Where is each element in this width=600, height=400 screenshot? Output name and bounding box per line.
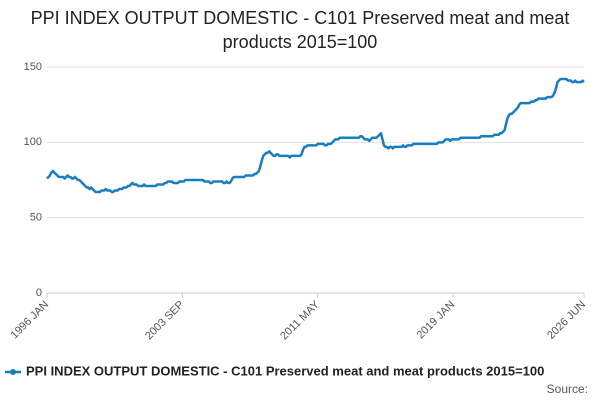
x-tick-label: 1996 JAN: [9, 299, 52, 342]
chart-title: PPI INDEX OUTPUT DOMESTIC - C101 Preserv…: [30, 8, 570, 52]
x-tick-label: 2026 JUN: [545, 299, 588, 342]
legend-marker: [10, 369, 16, 375]
legend-label: PPI INDEX OUTPUT DOMESTIC - C101 Preserv…: [26, 363, 544, 378]
y-tick-label: 50: [30, 212, 42, 224]
y-tick-label: 0: [36, 287, 42, 299]
y-tick-label: 150: [24, 61, 42, 73]
source-label: Source:: [547, 382, 588, 396]
data-line: [46, 77, 585, 194]
x-tick-label: 2003 SEP: [143, 299, 187, 343]
x-tick-label: 2011 MAY: [278, 298, 322, 342]
x-tick-label: 2019 JAN: [415, 299, 458, 342]
y-tick-label: 100: [24, 136, 42, 148]
